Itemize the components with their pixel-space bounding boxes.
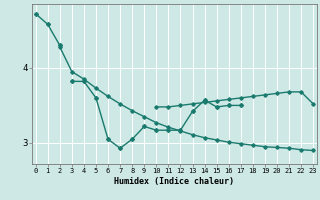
X-axis label: Humidex (Indice chaleur): Humidex (Indice chaleur) [115, 177, 234, 186]
